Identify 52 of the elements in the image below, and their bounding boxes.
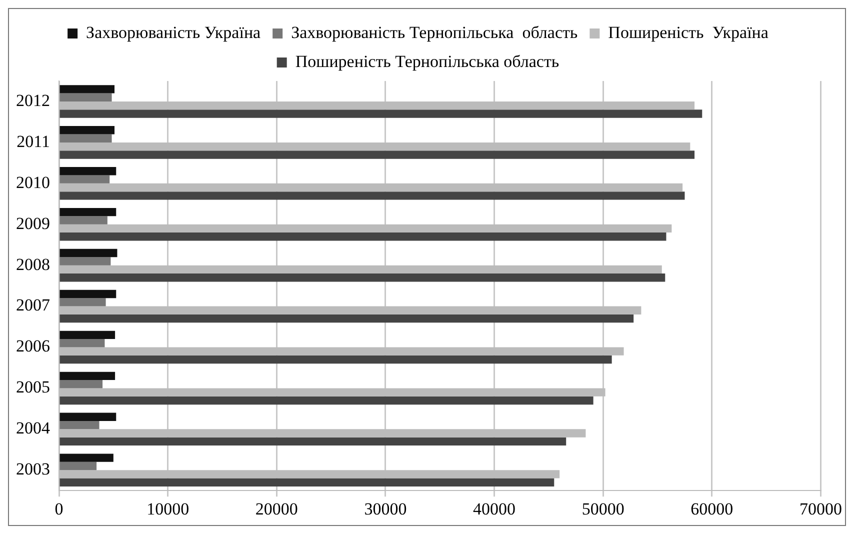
bar — [60, 150, 695, 159]
y-tick-label: 2005 — [16, 378, 50, 397]
y-tick-label: 2007 — [16, 296, 50, 315]
bar — [60, 216, 108, 224]
x-tick-label: 0 — [54, 499, 64, 518]
bar — [60, 192, 685, 200]
x-tick-label: 40000 — [473, 499, 516, 518]
legend-label: Захворюваність Тернопільська область — [291, 22, 578, 42]
bar — [60, 380, 103, 388]
x-tick-label: 20000 — [255, 499, 298, 518]
bar — [60, 85, 114, 94]
y-tick-label: 2009 — [16, 214, 50, 233]
bar — [60, 93, 112, 102]
bar — [60, 290, 116, 298]
x-tick-label: 70000 — [800, 499, 842, 518]
y-tick-label: 2010 — [16, 172, 50, 192]
x-tick-label: 10000 — [146, 499, 190, 518]
y-tick-label: 2004 — [16, 418, 50, 438]
bar — [60, 437, 566, 446]
bar — [60, 248, 118, 258]
bar — [60, 126, 114, 134]
y-tick-label: 2006 — [16, 336, 50, 356]
y-tick-label: 2012 — [16, 90, 50, 110]
bar — [60, 208, 116, 216]
bar — [60, 396, 594, 405]
x-tick-label: 30000 — [364, 499, 407, 518]
bar — [60, 372, 116, 380]
bar — [60, 330, 116, 340]
bar — [60, 314, 634, 323]
bar — [60, 339, 105, 348]
y-tick-label: 2003 — [16, 460, 50, 479]
y-tick-label: 2008 — [16, 254, 50, 274]
bar — [60, 454, 114, 462]
bar — [60, 274, 666, 282]
bar — [60, 232, 666, 241]
bar — [60, 412, 116, 421]
y-tick-label: 2011 — [16, 132, 50, 151]
bar — [60, 462, 97, 470]
bar — [60, 298, 106, 306]
bar — [60, 175, 110, 184]
bar — [60, 420, 100, 430]
x-tick-label: 50000 — [582, 499, 624, 518]
bar — [60, 478, 554, 487]
legend-label: Поширеність Україна — [608, 22, 769, 42]
bar — [60, 257, 111, 266]
bar — [60, 355, 612, 364]
x-tick-label: 60000 — [690, 499, 734, 518]
bar — [60, 110, 702, 118]
bar — [60, 134, 112, 142]
legend-label: Захворюваність Україна — [86, 22, 262, 42]
legend-label: Поширеність Тернопільська область — [295, 52, 560, 71]
bar — [60, 167, 116, 176]
